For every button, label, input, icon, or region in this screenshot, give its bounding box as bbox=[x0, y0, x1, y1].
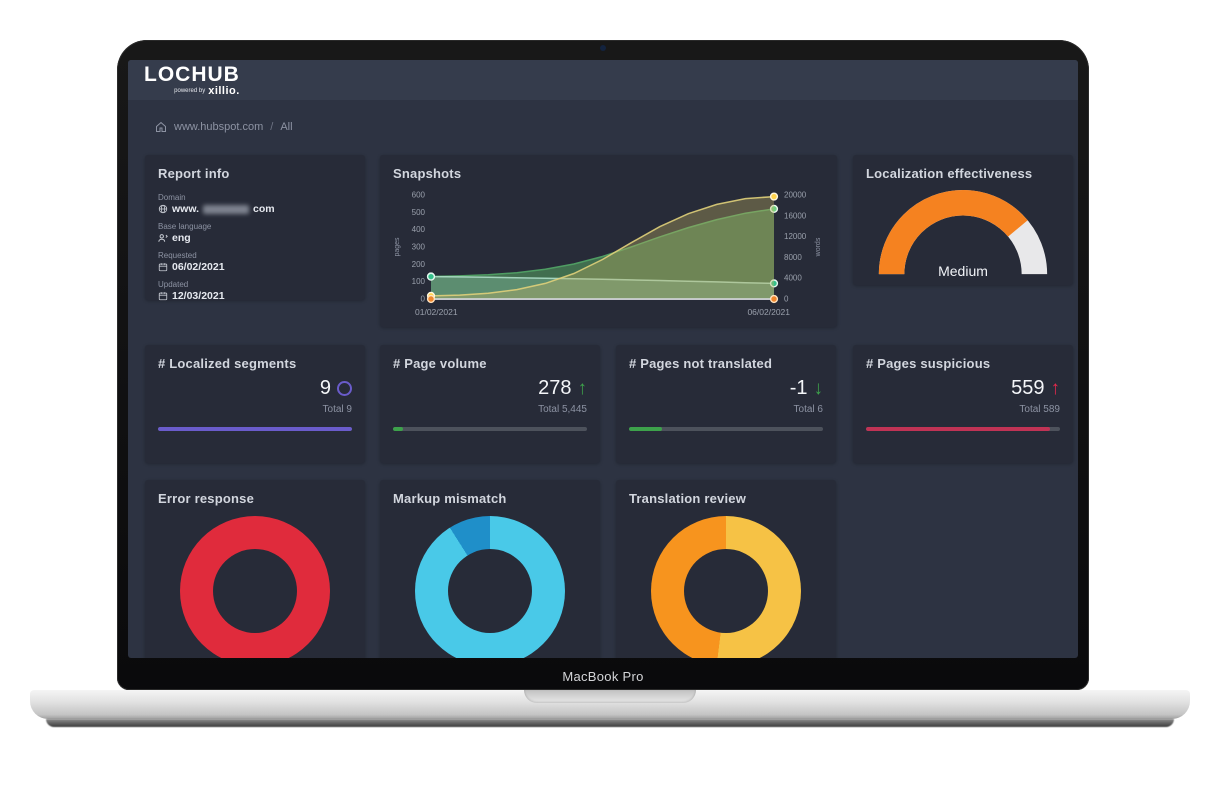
error-response-card: Error response bbox=[145, 480, 365, 658]
card-title: # Pages not translated bbox=[629, 356, 773, 371]
svg-text:600: 600 bbox=[412, 191, 426, 200]
markup-mismatch-donut-chart bbox=[415, 516, 565, 658]
card-title: Snapshots bbox=[393, 166, 462, 181]
svg-text:400: 400 bbox=[412, 225, 426, 234]
stat-card-page-volume: # Page volume 278 ↑ Total 5,445 bbox=[380, 345, 600, 463]
stat-progress-bar bbox=[393, 427, 587, 431]
svg-text:20000: 20000 bbox=[784, 191, 807, 200]
card-title: Report info bbox=[158, 166, 230, 181]
stat-total: Total 589 bbox=[1019, 404, 1060, 415]
macbook-base bbox=[30, 690, 1190, 719]
webcam-icon bbox=[600, 45, 606, 51]
breadcrumb: www.hubspot.com / All bbox=[155, 121, 293, 133]
svg-text:16000: 16000 bbox=[784, 211, 807, 220]
card-title: # Page volume bbox=[393, 356, 487, 371]
snapshots-area-chart: 0 100 200 300 400 500 600 0 4000 8000 12000 16000 20… bbox=[394, 191, 822, 318]
stat-value: -1 bbox=[789, 377, 808, 399]
calendar-icon bbox=[158, 292, 168, 301]
arrow-up-icon: ↑ bbox=[1050, 378, 1061, 399]
svg-text:200: 200 bbox=[412, 260, 426, 269]
svg-text:0: 0 bbox=[421, 295, 426, 304]
snapshots-card: Snapshots 0 100 200 300 400 500 600 0 4000 8000 12… bbox=[380, 155, 837, 327]
stat-total: Total 6 bbox=[793, 404, 823, 415]
macbook-base-shadow bbox=[46, 719, 1174, 727]
card-title: Error response bbox=[158, 491, 255, 506]
field-domain: Domain www. com bbox=[158, 193, 275, 215]
brand-label: xillio. bbox=[208, 85, 240, 97]
svg-text:4000: 4000 bbox=[784, 274, 802, 283]
lochub-logo: LOCHUB powered by xillio. bbox=[144, 63, 240, 97]
error-response-donut-chart bbox=[180, 516, 330, 658]
breadcrumb-site[interactable]: www.hubspot.com bbox=[174, 121, 264, 133]
stat-value: 278 bbox=[538, 377, 572, 399]
localization-effectiveness-card: Localization effectiveness Medium bbox=[853, 155, 1073, 285]
markup-mismatch-card: Markup mismatch bbox=[380, 480, 600, 658]
globe-icon bbox=[158, 204, 168, 214]
translation-review-card: Translation review bbox=[616, 480, 836, 658]
card-title: Markup mismatch bbox=[393, 491, 507, 506]
arrow-up-icon: ↑ bbox=[577, 378, 588, 399]
topbar: LOCHUB powered by xillio. bbox=[128, 60, 1078, 100]
breadcrumb-separator: / bbox=[270, 121, 274, 133]
gauge-value-label: Medium bbox=[938, 263, 988, 279]
device-label: MacBook Pro bbox=[562, 669, 644, 684]
card-title: # Localized segments bbox=[158, 356, 297, 371]
svg-text:words: words bbox=[815, 237, 822, 257]
field-updated: Updated 12/03/2021 bbox=[158, 280, 225, 302]
macbook-notch bbox=[524, 690, 696, 703]
stat-card-pages-not-translated: # Pages not translated -1 ↓ Total 6 bbox=[616, 345, 836, 463]
svg-text:100: 100 bbox=[412, 277, 426, 286]
report-info-card: Report info Domain www. com Base language bbox=[145, 155, 365, 302]
svg-text:300: 300 bbox=[412, 243, 426, 252]
home-icon[interactable] bbox=[155, 121, 167, 133]
gauge-arc bbox=[878, 189, 1048, 275]
stat-progress-bar bbox=[866, 427, 1060, 431]
card-title: Translation review bbox=[629, 491, 747, 506]
arrow-down-icon: ↓ bbox=[813, 378, 824, 399]
svg-text:12000: 12000 bbox=[784, 232, 807, 241]
language-icon bbox=[158, 234, 168, 242]
ring-icon bbox=[337, 381, 352, 396]
powered-by-label: powered by bbox=[174, 88, 206, 94]
translation-review-donut-chart bbox=[651, 516, 801, 658]
svg-text:0: 0 bbox=[784, 295, 789, 304]
breadcrumb-section[interactable]: All bbox=[280, 121, 293, 133]
stat-progress-bar bbox=[629, 427, 823, 431]
logo-text: LOCHUB bbox=[144, 63, 240, 86]
stat-value: 559 bbox=[1011, 377, 1045, 399]
field-requested: Requested 06/02/2021 bbox=[158, 251, 225, 273]
stat-total: Total 9 bbox=[322, 404, 352, 415]
macbook-frame: LOCHUB powered by xillio. www.hubspot.com… bbox=[117, 40, 1089, 690]
field-base-language: Base language eng bbox=[158, 222, 212, 244]
stat-total: Total 5,445 bbox=[538, 404, 587, 415]
masked-domain bbox=[203, 204, 250, 214]
svg-text:8000: 8000 bbox=[784, 253, 802, 262]
svg-text:500: 500 bbox=[412, 208, 426, 217]
svg-text:pages: pages bbox=[394, 237, 401, 257]
stat-progress-bar bbox=[158, 427, 352, 431]
dashboard-screen: LOCHUB powered by xillio. www.hubspot.com… bbox=[128, 60, 1078, 658]
svg-text:06/02/2021: 06/02/2021 bbox=[747, 307, 790, 317]
stat-card-pages-suspicious: # Pages suspicious 559 ↑ Total 589 bbox=[853, 345, 1073, 463]
effectiveness-gauge: Medium bbox=[878, 189, 1048, 281]
card-title: # Pages suspicious bbox=[866, 356, 991, 371]
stat-value: 9 bbox=[319, 377, 331, 399]
svg-text:01/02/2021: 01/02/2021 bbox=[415, 307, 458, 317]
calendar-icon bbox=[158, 263, 168, 272]
stat-card-localized-segments: # Localized segments 9 Total 9 bbox=[145, 345, 365, 463]
card-title: Localization effectiveness bbox=[866, 166, 1033, 181]
